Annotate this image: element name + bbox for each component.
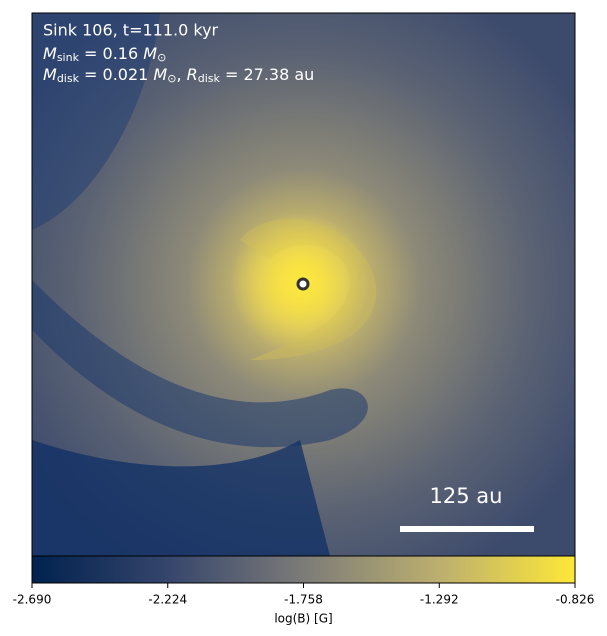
sink-marker [296,277,310,291]
annotation-part: M [43,65,57,84]
subscript: disk [198,72,221,85]
colorbar-label: log(B) [G] [274,612,332,626]
annotation-part: = 27.38 au [220,65,314,84]
annotation-part: M [43,44,57,63]
annotation-disk: Mdisk = 0.021 M⊙, Rdisk = 27.38 au [43,65,314,86]
colorbar [31,555,576,584]
subscript: sink [57,51,80,64]
colorbar-tick-label: -2.690 [13,593,52,607]
annotation-part: M [153,65,167,84]
annotation-part: = 0.021 [79,65,153,84]
colorbar-tick-label: -0.826 [556,593,595,607]
colorbar-tick-label: -1.758 [284,593,323,607]
annotation-part: = 0.16 [79,44,143,63]
annotation-part: M [143,44,157,63]
colorbar-tick-label: -1.292 [420,593,459,607]
subscript: disk [57,72,80,85]
scale-bar-label: 125 au [430,484,503,508]
subscript: ⊙ [157,51,166,64]
annotation-part: R [187,65,198,84]
annotation-part: , [176,65,186,84]
colorbar-tick-label: -2.224 [148,593,187,607]
subscript: ⊙ [167,72,176,85]
annotation-title: Sink 106, t=111.0 kyr [43,21,219,40]
annotation-sink-mass: Msink = 0.16 M⊙ [43,44,166,65]
